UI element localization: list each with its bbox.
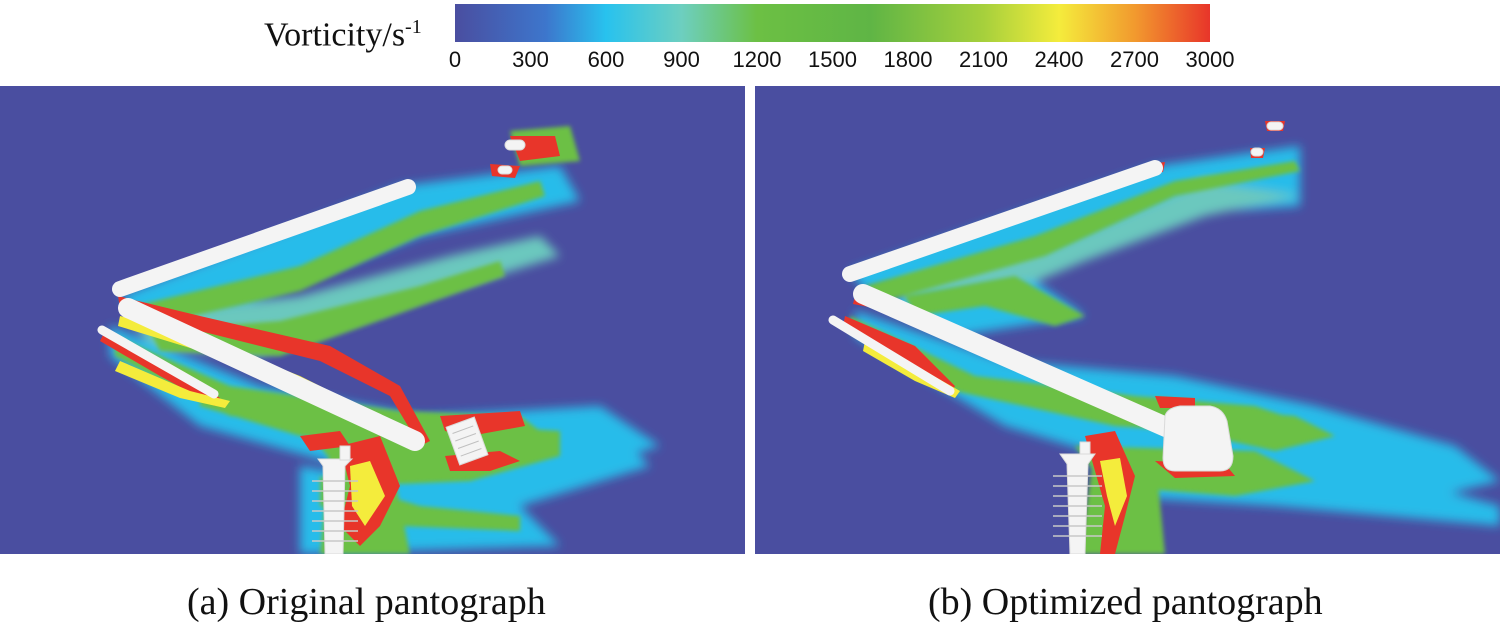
pantograph-structure: [828, 121, 1284, 554]
pan-head-lower: [497, 165, 513, 175]
pan-head-upper: [1266, 121, 1284, 131]
colorbar-tick-label: 2700: [1110, 47, 1159, 72]
colorbar-tick-label: 0: [448, 47, 462, 72]
colorbar-tick-label: 2400: [1034, 47, 1084, 72]
push-rod: [828, 315, 955, 396]
colorbar-ticks: 0 300 600 900 1200 1500 1800 2100 2400 2700 3000: [449, 47, 1235, 77]
colorbar-tick-label: 900: [663, 47, 700, 72]
panel-optimized-pantograph: [755, 86, 1500, 554]
vorticity-field-optimized: [755, 86, 1500, 554]
lower-arm: [118, 298, 425, 451]
colorbar-tick-label: 300: [512, 47, 549, 72]
colorbar-tick-label: 1200: [732, 47, 782, 72]
push-rod: [97, 325, 219, 399]
base-insulator: [1059, 453, 1096, 554]
pan-head-lower: [1250, 147, 1264, 157]
upper-arm: [112, 179, 416, 297]
caption-original-pantograph: (a) Original pantograph: [187, 581, 546, 623]
upper-arm: [842, 160, 1163, 282]
lower-arm: [853, 284, 1185, 441]
insulator-sheds: [312, 480, 358, 542]
optimized-fairing: [1162, 405, 1234, 472]
base-joint: [339, 445, 351, 461]
vorticity-field-original: [0, 86, 745, 554]
insulator-sheds: [1053, 475, 1102, 537]
pan-head-upper: [504, 139, 526, 151]
colorbar: [455, 4, 1210, 42]
colorbar-label: Vorticity/s-1: [264, 16, 422, 54]
colorbar-tick-label: 3000: [1185, 47, 1235, 72]
base-joint: [1079, 441, 1091, 455]
colorbar-tick-label: 2100: [959, 47, 1008, 72]
panel-original-pantograph: [0, 86, 745, 554]
caption-optimized-pantograph: (b) Optimized pantograph: [928, 581, 1323, 623]
colorbar-tick-label: 600: [587, 47, 625, 72]
pantograph-structure: [97, 139, 526, 554]
insulator-block-a: [445, 416, 489, 466]
colorbar-tick-label: 1500: [808, 47, 857, 72]
colorbar-tick-label: 1800: [883, 47, 933, 72]
